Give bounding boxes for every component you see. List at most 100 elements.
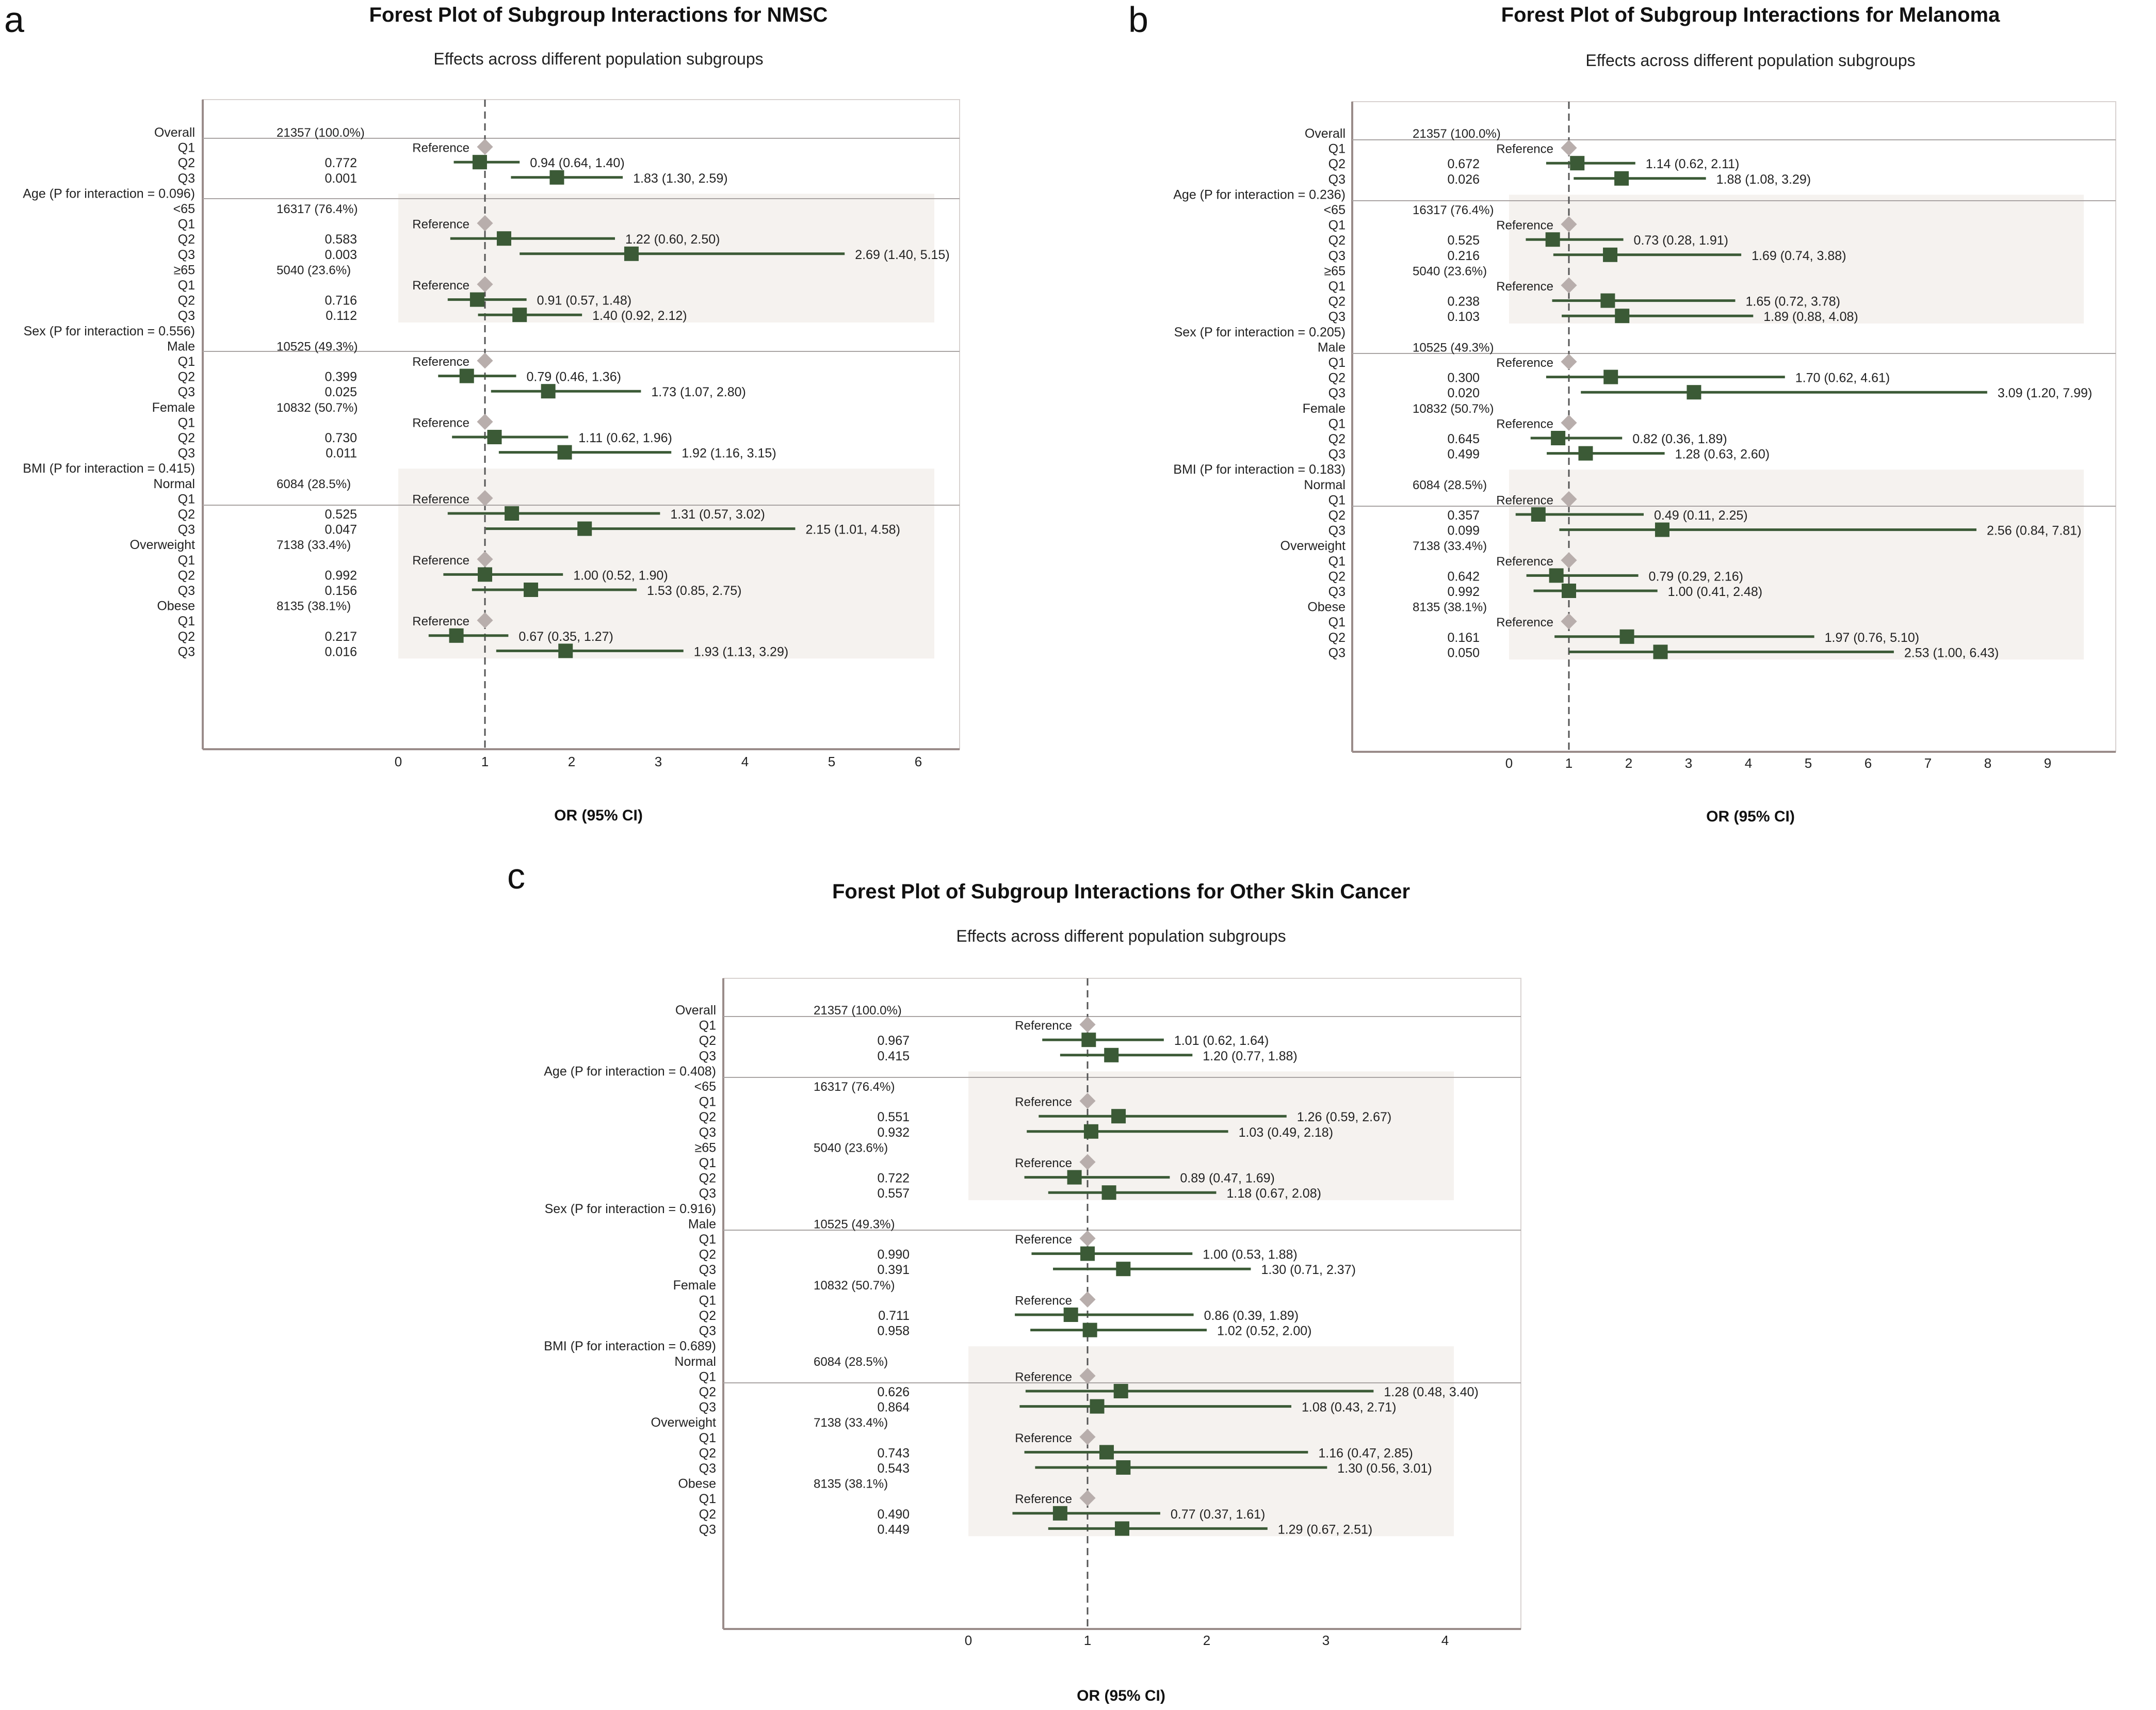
or-ci-label: 1.14 (0.62, 2.11) <box>1646 157 1740 171</box>
or-point <box>1082 1322 1097 1337</box>
reference-label: Reference <box>1496 142 1553 156</box>
forest-panel-c: c Forest Plot of Subgroup Interactions fo… <box>507 856 1521 1704</box>
or-point <box>1619 629 1634 644</box>
reference-marker <box>1561 353 1577 370</box>
reference-marker <box>1079 1230 1096 1247</box>
row-label: Obese <box>1307 600 1346 615</box>
row-label: Q1 <box>178 614 195 628</box>
row-label: Q1 <box>1328 615 1346 630</box>
x-tick-label: 3 <box>1322 1633 1330 1648</box>
x-tick-label: 3 <box>1685 755 1692 771</box>
row-label: Q1 <box>1328 142 1346 156</box>
row-label: Q2 <box>178 156 195 170</box>
row-count: 6084 (28.5%) <box>277 477 351 491</box>
or-point <box>1578 446 1593 461</box>
reference-label: Reference <box>1496 219 1553 233</box>
or-ci-label: 1.69 (0.74, 3.88) <box>1752 249 1846 263</box>
row-label: Age (P for interaction = 0.096) <box>23 186 195 201</box>
row-label: Q3 <box>178 248 195 262</box>
reference-marker <box>1561 613 1577 630</box>
p-value: 0.642 <box>1447 569 1480 584</box>
or-ci-label: 1.28 (0.48, 3.40) <box>1384 1385 1478 1399</box>
row-label: Q2 <box>699 1110 716 1124</box>
or-ci-label: 1.01 (0.62, 1.64) <box>1174 1034 1269 1048</box>
row-label: Q1 <box>178 141 195 155</box>
or-ci-label: 2.15 (1.01, 4.58) <box>805 523 900 537</box>
row-label: BMI (P for interaction = 0.415) <box>23 461 195 476</box>
x-tick-label: 4 <box>741 754 749 769</box>
reference-label: Reference <box>1015 1431 1072 1445</box>
row-label: Female <box>673 1278 716 1293</box>
row-label: Q3 <box>1328 585 1346 599</box>
or-ci-label: 1.30 (0.71, 2.37) <box>1261 1263 1355 1277</box>
x-tick-label: 4 <box>1441 1633 1449 1648</box>
reference-label: Reference <box>1015 1156 1072 1170</box>
or-ci-label: 0.67 (0.35, 1.27) <box>518 630 613 644</box>
p-value: 0.050 <box>1447 646 1480 660</box>
or-point <box>1603 247 1618 262</box>
reference-label: Reference <box>412 615 469 628</box>
x-tick-label: 6 <box>915 754 922 769</box>
row-label: Q3 <box>699 1461 716 1476</box>
reference-label: Reference <box>412 416 469 430</box>
or-point <box>1562 584 1576 598</box>
p-value: 0.543 <box>877 1461 910 1476</box>
p-value: 0.399 <box>325 370 357 384</box>
row-count: 5040 (23.6%) <box>814 1141 888 1155</box>
row-label: Normal <box>674 1354 716 1369</box>
reference-marker <box>477 352 493 369</box>
reference-marker <box>1079 1490 1096 1506</box>
reference-label: Reference <box>412 355 469 369</box>
row-label: Sex (P for interaction = 0.916) <box>545 1202 716 1216</box>
p-value: 0.525 <box>325 507 357 522</box>
reference-marker <box>1079 1093 1096 1109</box>
or-point <box>472 155 487 170</box>
or-ci-label: 1.88 (1.08, 3.29) <box>1716 172 1811 187</box>
or-ci-label: 1.83 (1.30, 2.59) <box>633 171 727 186</box>
or-ci-label: 1.16 (0.47, 2.85) <box>1318 1446 1413 1460</box>
reference-marker <box>1079 1367 1096 1384</box>
or-point <box>1067 1170 1082 1185</box>
row-label: Q2 <box>178 630 195 644</box>
row-label: Q3 <box>178 446 195 461</box>
x-tick-label: 9 <box>2044 755 2051 771</box>
p-value: 0.743 <box>877 1446 910 1460</box>
reference-label: Reference <box>1015 1019 1072 1033</box>
p-value: 0.864 <box>877 1400 910 1415</box>
row-label: BMI (P for interaction = 0.689) <box>544 1339 716 1353</box>
p-value: 0.016 <box>325 644 357 659</box>
panel-label: a <box>4 0 24 40</box>
x-tick-label: 1 <box>1084 1633 1091 1648</box>
row-label: Obese <box>157 599 195 614</box>
row-label: Q3 <box>1328 646 1346 660</box>
row-label: Q1 <box>699 1095 716 1109</box>
x-tick-label: 2 <box>1203 1633 1210 1648</box>
row-label: Q2 <box>699 1446 716 1460</box>
p-value: 0.020 <box>1447 386 1480 400</box>
row-label: Q1 <box>178 553 195 568</box>
or-ci-label: 0.77 (0.37, 1.61) <box>1171 1507 1265 1522</box>
row-label: Q1 <box>178 354 195 369</box>
row-label: Q1 <box>699 1369 716 1384</box>
row-label: Q3 <box>699 1522 716 1537</box>
x-axis-label: OR (95% CI) <box>554 807 643 824</box>
row-label: Q2 <box>699 1309 716 1323</box>
row-label: Q3 <box>1328 310 1346 324</box>
or-point <box>496 231 511 246</box>
row-label: Q3 <box>1328 172 1346 187</box>
x-tick-label: 6 <box>1865 755 1872 771</box>
reference-label: Reference <box>1015 1233 1072 1247</box>
row-label: Overall <box>675 1003 716 1018</box>
row-label: Q1 <box>178 492 195 506</box>
row-label: Q3 <box>699 1263 716 1277</box>
reference-label: Reference <box>412 554 469 568</box>
reference-label: Reference <box>412 279 469 293</box>
row-count: 16317 (76.4%) <box>277 202 358 216</box>
x-tick-label: 0 <box>965 1633 972 1648</box>
row-label: Q2 <box>699 1248 716 1262</box>
row-label: Q1 <box>178 415 195 430</box>
or-point <box>1104 1047 1119 1062</box>
reference-label: Reference <box>412 141 469 155</box>
p-value: 0.003 <box>325 248 357 262</box>
or-point <box>1614 171 1629 186</box>
